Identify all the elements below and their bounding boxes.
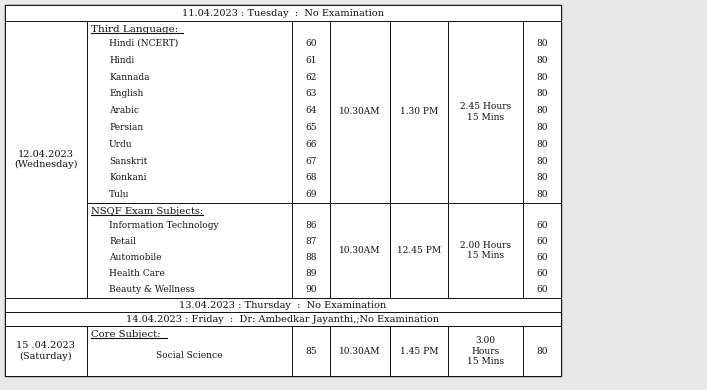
Text: 2.45 Hours
15 Mins: 2.45 Hours 15 Mins (460, 102, 511, 122)
Text: 66: 66 (305, 140, 317, 149)
Bar (390, 21, 448, 203)
Text: Social Science: Social Science (156, 351, 223, 360)
Text: Konkani: Konkani (109, 173, 146, 182)
Bar (87, 21, 292, 203)
Text: 15 .04.2023
(Saturday): 15 .04.2023 (Saturday) (16, 341, 76, 361)
Text: 13.04.2023 : Thursday  :  No Examination: 13.04.2023 : Thursday : No Examination (180, 301, 387, 310)
Text: 2.00 Hours
15 Mins: 2.00 Hours 15 Mins (460, 241, 511, 260)
Text: 63: 63 (305, 89, 317, 98)
Text: Persian: Persian (109, 123, 144, 132)
Text: 80: 80 (536, 173, 548, 182)
Text: Urdu: Urdu (109, 140, 133, 149)
Text: Beauty & Wellness: Beauty & Wellness (109, 285, 194, 294)
Text: 88: 88 (305, 253, 317, 262)
Text: 12.04.2023
(Wednesday): 12.04.2023 (Wednesday) (14, 150, 78, 169)
Text: 69: 69 (305, 190, 317, 199)
Text: 1.45 PM: 1.45 PM (399, 346, 438, 356)
Bar (87, 326, 292, 376)
Text: 80: 80 (536, 140, 548, 149)
Bar (330, 203, 390, 298)
Bar (523, 21, 561, 203)
Bar (5, 5, 561, 21)
Bar (292, 203, 330, 298)
Bar (5, 326, 87, 376)
Bar (292, 21, 330, 203)
Text: Sanskrit: Sanskrit (109, 156, 147, 165)
Text: 80: 80 (536, 73, 548, 82)
Text: NSQF Exam Subjects:: NSQF Exam Subjects: (91, 207, 203, 216)
Text: 60: 60 (536, 269, 548, 278)
Text: Kannada: Kannada (109, 73, 149, 82)
Bar (390, 203, 448, 298)
Text: English: English (109, 89, 144, 98)
Text: 80: 80 (536, 39, 548, 48)
Text: 86: 86 (305, 221, 317, 230)
Text: 10.30AM: 10.30AM (339, 246, 381, 255)
Text: 89: 89 (305, 269, 317, 278)
Text: 12.45 PM: 12.45 PM (397, 246, 441, 255)
Text: 80: 80 (536, 106, 548, 115)
Text: 67: 67 (305, 156, 317, 165)
Text: 60: 60 (536, 285, 548, 294)
Text: 80: 80 (536, 56, 548, 65)
Text: Information Technology: Information Technology (109, 221, 218, 230)
Text: Arabic: Arabic (109, 106, 139, 115)
Text: 60: 60 (536, 253, 548, 262)
Text: 11.04.2023 : Tuesday  :  No Examination: 11.04.2023 : Tuesday : No Examination (182, 9, 384, 18)
Text: 85: 85 (305, 346, 317, 356)
Text: Automobile: Automobile (109, 253, 161, 262)
Bar (292, 326, 330, 376)
Text: Tulu: Tulu (109, 190, 129, 199)
Text: 80: 80 (536, 89, 548, 98)
Bar (448, 21, 523, 203)
Text: Hindi: Hindi (109, 56, 134, 65)
Text: Retail: Retail (109, 237, 136, 246)
Bar (523, 203, 561, 298)
Bar (5, 312, 561, 326)
Text: 80: 80 (536, 156, 548, 165)
Text: Core Subject:: Core Subject: (91, 330, 160, 339)
Bar (523, 326, 561, 376)
Text: 87: 87 (305, 237, 317, 246)
Text: 10.30AM: 10.30AM (339, 108, 381, 117)
Text: 60: 60 (305, 39, 317, 48)
Text: Health Care: Health Care (109, 269, 165, 278)
Text: 68: 68 (305, 173, 317, 182)
Text: 10.30AM: 10.30AM (339, 346, 381, 356)
Text: 90: 90 (305, 285, 317, 294)
Text: 1.30 PM: 1.30 PM (400, 108, 438, 117)
Bar (5, 21, 87, 298)
Text: 80: 80 (536, 346, 548, 356)
Bar (448, 203, 523, 298)
Bar (330, 326, 390, 376)
Bar (5, 298, 561, 312)
Bar (87, 203, 292, 298)
Text: 14.04.2023 : Friday  :  Dr: Ambedkar Jayanthi,;No Examination: 14.04.2023 : Friday : Dr: Ambedkar Jayan… (127, 314, 440, 323)
Bar (5, 5, 561, 376)
Bar (448, 326, 523, 376)
Text: 62: 62 (305, 73, 317, 82)
Text: 60: 60 (536, 237, 548, 246)
Text: 80: 80 (536, 123, 548, 132)
Text: 64: 64 (305, 106, 317, 115)
Text: Hindi (NCERT): Hindi (NCERT) (109, 39, 178, 48)
Text: 80: 80 (536, 190, 548, 199)
Text: 60: 60 (536, 221, 548, 230)
Text: 61: 61 (305, 56, 317, 65)
Text: 65: 65 (305, 123, 317, 132)
Text: Third Language:: Third Language: (91, 25, 178, 34)
Bar (330, 21, 390, 203)
Text: 3.00
Hours
15 Mins: 3.00 Hours 15 Mins (467, 336, 504, 366)
Bar (390, 326, 448, 376)
